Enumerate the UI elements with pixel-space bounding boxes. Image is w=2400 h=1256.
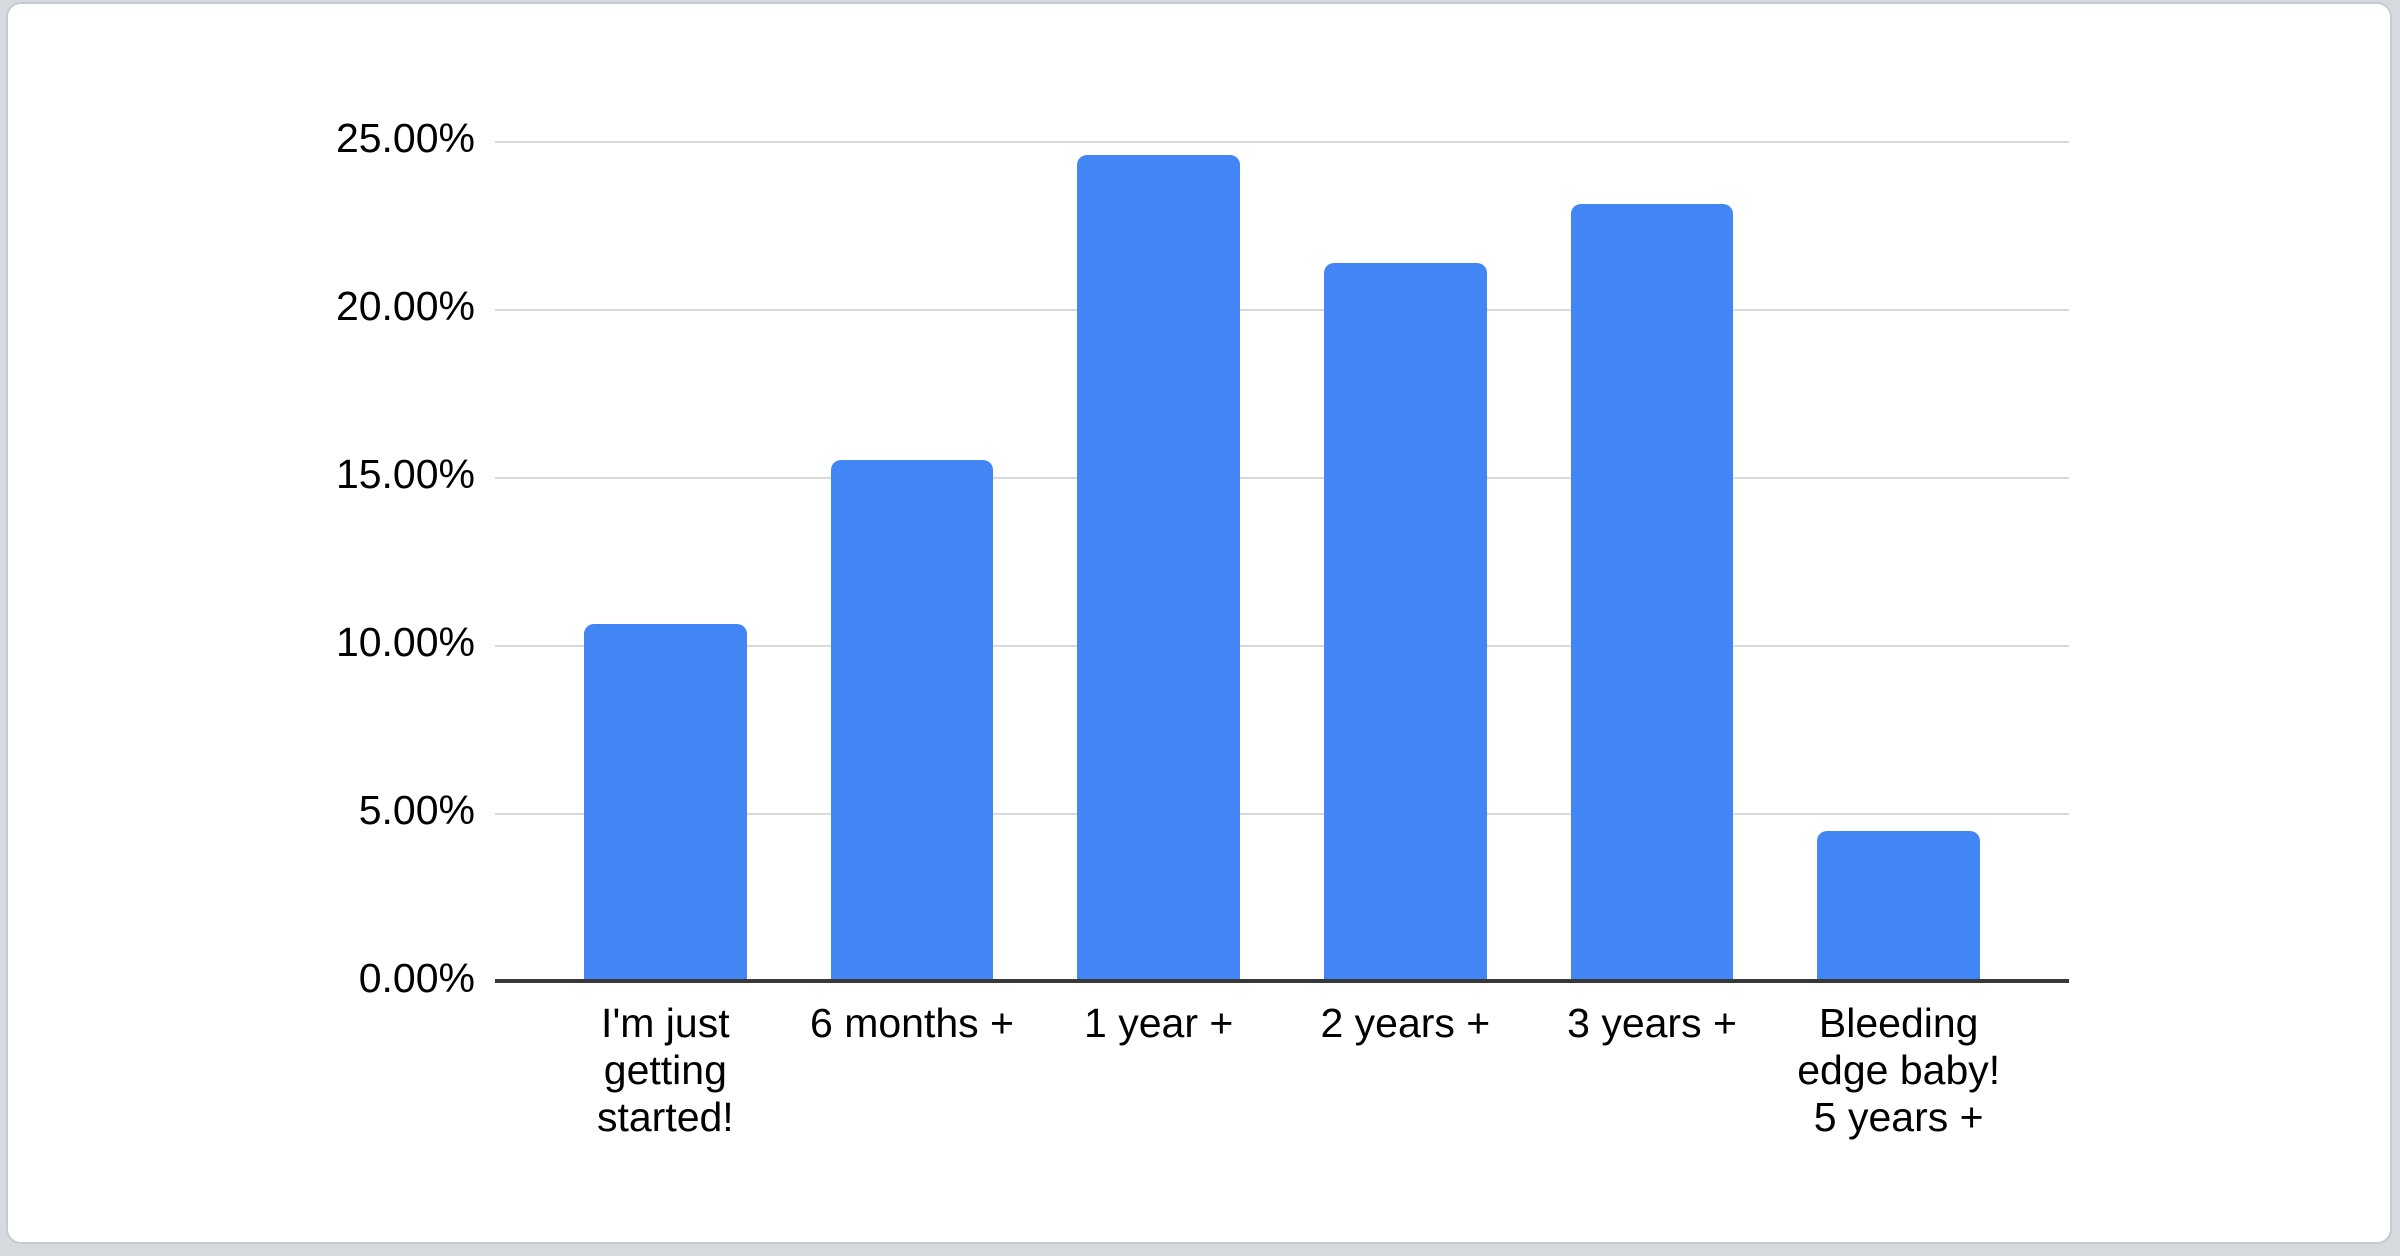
bar-slot <box>1529 142 1776 982</box>
bar-slot <box>542 142 789 982</box>
x-axis-label: 3 years + <box>1529 1000 1776 1141</box>
x-axis-label-line: 1 year + <box>1084 1000 1234 1046</box>
x-axis-label-line: 3 years + <box>1567 1000 1737 1046</box>
x-axis-label: I'm just getting started! <box>542 1000 789 1141</box>
chart-card: 0.00% 5.00% 10.00% 15.00% 20.00% 25.00% I'm j… <box>6 2 2392 1244</box>
gridline-5.00% <box>495 813 2069 815</box>
y-tick-label: 5.00% <box>358 787 475 833</box>
gridline-10.00% <box>495 645 2069 647</box>
x-axis: I'm just getting started! 6 months + 1 year … <box>542 1000 2022 1141</box>
x-axis-label: 1 year + <box>1035 1000 1282 1141</box>
bar-I'm just getting started![interactable] <box>583 624 747 982</box>
x-axis-label-line: 6 months + <box>810 1000 1014 1046</box>
y-tick-label: 0.00% <box>358 955 475 1001</box>
y-tick-label: 10.00% <box>335 619 475 665</box>
y-tick-label: 15.00% <box>335 451 475 497</box>
bar-chart: 0.00% 5.00% 10.00% 15.00% 20.00% 25.00% I'm j… <box>8 4 2390 1242</box>
x-axis-label-line: edge baby! <box>1797 1047 2001 1093</box>
bar-1 year +[interactable] <box>1077 155 1241 982</box>
bar-3 years +[interactable] <box>1570 204 1734 982</box>
x-axis-label-line: I'm just <box>601 1000 730 1046</box>
x-axis-baseline <box>495 979 2069 983</box>
bar-Bleeding edge baby! 5 years +[interactable] <box>1817 830 1981 982</box>
gridline-15.00% <box>495 477 2069 479</box>
x-axis-label: 6 months + <box>789 1000 1036 1141</box>
y-tick-label: 20.00% <box>335 283 475 329</box>
bar-slot <box>1775 142 2022 982</box>
bar-slot <box>1035 142 1282 982</box>
x-axis-label: 2 years + <box>1282 1000 1529 1141</box>
x-axis-label-line: 5 years + <box>1813 1094 1984 1140</box>
gridline-20.00% <box>495 309 2069 311</box>
bar-series <box>542 142 2022 982</box>
x-axis-label: Bleeding edge baby! 5 years + <box>1775 1000 2022 1141</box>
plot-area <box>495 141 2069 983</box>
x-axis-label-line: Bleeding <box>1818 1000 1979 1046</box>
x-axis-label-line: started! <box>596 1094 734 1140</box>
bar-slot <box>789 142 1036 982</box>
gridline-25.00% <box>495 141 2069 143</box>
x-axis-label-line: 2 years + <box>1320 1000 1491 1046</box>
x-axis-label-line: getting <box>603 1047 727 1093</box>
bar-slot <box>1282 142 1529 982</box>
y-tick-label: 25.00% <box>335 115 475 161</box>
bar-2 years +[interactable] <box>1323 262 1487 982</box>
y-axis: 0.00% 5.00% 10.00% 15.00% 20.00% 25.00% <box>8 115 475 1001</box>
bar-6 months +[interactable] <box>830 459 994 982</box>
